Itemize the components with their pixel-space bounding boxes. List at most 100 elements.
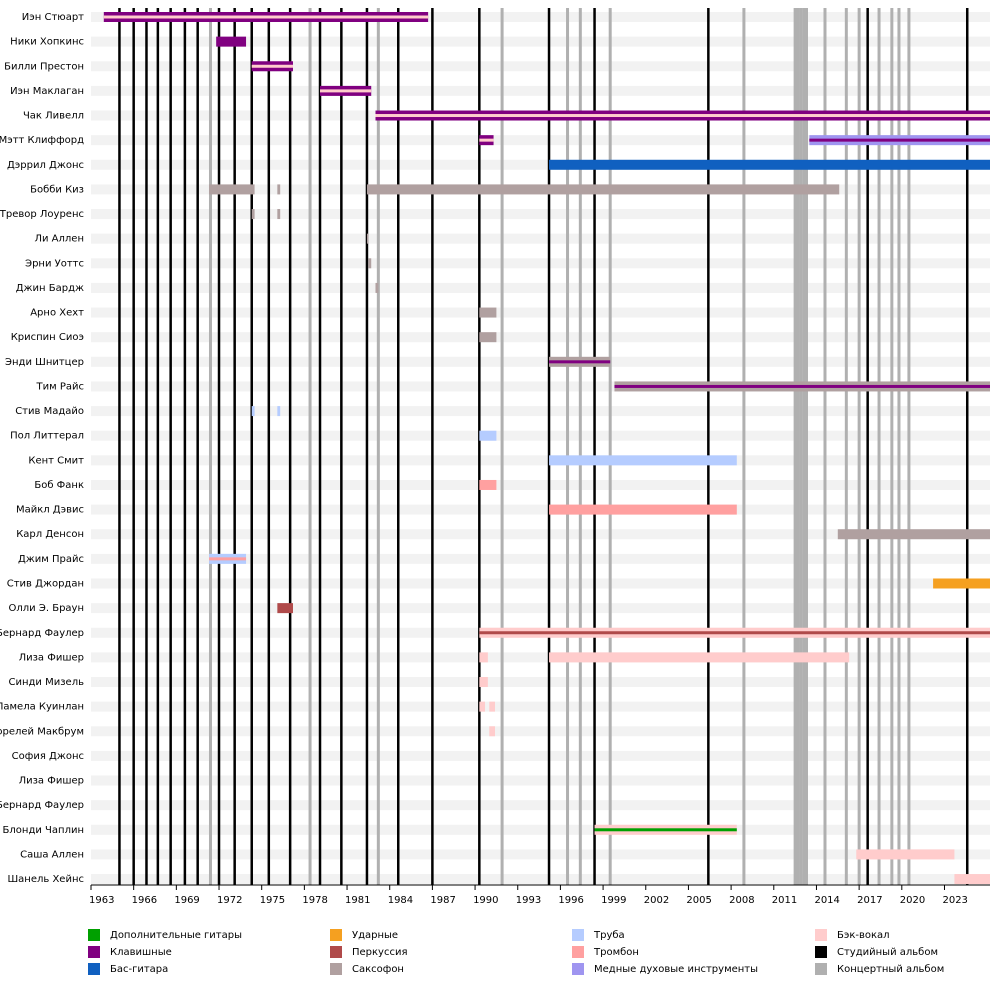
- row-band: [91, 553, 990, 564]
- row-band: [91, 849, 990, 860]
- x-tick-label: 1987: [430, 895, 455, 906]
- member-name: Стив Джордан: [7, 578, 84, 589]
- legend-swatch: [88, 963, 100, 975]
- x-tick-label: 2002: [644, 895, 669, 906]
- member-period-secondary: [479, 631, 990, 635]
- row-band: [91, 775, 990, 786]
- legend-label: Студийный альбом: [837, 947, 938, 958]
- row-band: [91, 332, 990, 343]
- row-band: [91, 356, 990, 367]
- member-name: Карл Денсон: [16, 529, 84, 540]
- member-period: [489, 701, 495, 712]
- row-band: [91, 406, 990, 417]
- row-band: [91, 726, 990, 737]
- legend-label: Ударные: [352, 930, 398, 941]
- row-band: [91, 159, 990, 170]
- member-period-secondary: [479, 138, 494, 142]
- row-band: [91, 282, 990, 293]
- x-tick-label: 1984: [388, 895, 413, 906]
- member-period-secondary: [209, 557, 247, 561]
- member-name: Криспин Сиоэ: [11, 332, 84, 343]
- member-name: Бобби Киз: [30, 184, 84, 195]
- row-band: [91, 233, 990, 244]
- member-name: Арно Хехт: [30, 308, 84, 319]
- row-band: [91, 578, 990, 589]
- legend-swatch: [572, 929, 584, 941]
- member-period: [479, 652, 488, 663]
- row-band: [91, 61, 990, 72]
- x-tick-label: 1969: [174, 895, 199, 906]
- x-tick-label: 1996: [558, 895, 583, 906]
- member-name: Бернард Фаулер: [0, 628, 84, 639]
- row-band: [91, 209, 990, 220]
- member-period-secondary: [251, 64, 293, 68]
- member-name: Тим Райс: [36, 381, 85, 392]
- row-band: [91, 258, 990, 269]
- member-name: Дэррил Джонс: [7, 160, 84, 171]
- legend-swatch: [88, 929, 100, 941]
- member-name: Лиза Фишер: [19, 776, 84, 787]
- row-band: [91, 479, 990, 490]
- x-tick-label: 1972: [217, 895, 242, 906]
- row-band: [91, 529, 990, 540]
- member-period: [837, 529, 990, 540]
- member-name: Блонди Чаплин: [3, 825, 84, 836]
- x-tick-label: 2014: [814, 895, 839, 906]
- row-band: [91, 652, 990, 663]
- member-period: [489, 726, 495, 737]
- legend-swatch: [330, 929, 342, 941]
- member-period: [479, 430, 497, 441]
- member-name: Лиза Фишер: [19, 652, 84, 663]
- legend-label: Клавишные: [110, 947, 172, 958]
- member-period: [277, 406, 281, 417]
- member-name: София Джонс: [12, 751, 84, 762]
- member-period-secondary: [809, 138, 990, 142]
- member-name: Шанель Хейнс: [7, 874, 84, 885]
- legend-label: Дополнительные гитары: [110, 930, 242, 941]
- member-period: [366, 184, 840, 195]
- row-band: [91, 504, 990, 515]
- member-period: [366, 233, 369, 244]
- row-band: [91, 824, 990, 835]
- row-band: [91, 430, 990, 441]
- x-tick-label: 1975: [260, 895, 285, 906]
- row-band: [91, 135, 990, 146]
- member-name: Синди Мизель: [9, 677, 85, 688]
- row-band: [91, 12, 990, 22]
- member-period-secondary: [614, 384, 990, 388]
- member-name: Саша Аллен: [20, 849, 84, 860]
- row-band: [91, 701, 990, 712]
- member-name: Тревор Лоуренс: [0, 209, 84, 220]
- member-period: [251, 209, 255, 220]
- row-band: [91, 381, 990, 392]
- member-period: [549, 159, 990, 170]
- member-name: Кент Смит: [28, 455, 84, 466]
- legend-label: Бас-гитара: [110, 964, 168, 975]
- member-name: Джин Бардж: [16, 283, 84, 294]
- member-name: Ли Аллен: [34, 234, 84, 245]
- legend-swatch: [572, 946, 584, 958]
- member-period: [277, 603, 293, 614]
- row-band: [91, 750, 990, 761]
- member-name: Джим Прайс: [18, 554, 84, 565]
- legend-swatch: [815, 946, 827, 958]
- member-name: Билли Престон: [4, 61, 84, 72]
- member-name: Мэтт Клиффорд: [0, 135, 84, 146]
- member-period: [856, 849, 955, 860]
- x-tick-label: 1978: [302, 895, 327, 906]
- member-name: Майкл Дэвис: [16, 505, 84, 516]
- member-name: Памела Куинлан: [0, 702, 84, 713]
- member-period: [251, 406, 255, 417]
- member-name: Олли Э. Браун: [9, 603, 84, 614]
- member-period-secondary: [103, 15, 429, 19]
- legend-swatch: [330, 963, 342, 975]
- member-period: [933, 578, 990, 589]
- member-name: Энди Шнитцер: [5, 357, 84, 368]
- member-name: Бернард Фаулер: [0, 800, 84, 811]
- x-tick-label: 2011: [772, 895, 797, 906]
- legend-swatch: [330, 946, 342, 958]
- member-name: Боб Фанк: [34, 480, 84, 491]
- x-tick-label: 1981: [345, 895, 370, 906]
- member-period: [954, 874, 990, 885]
